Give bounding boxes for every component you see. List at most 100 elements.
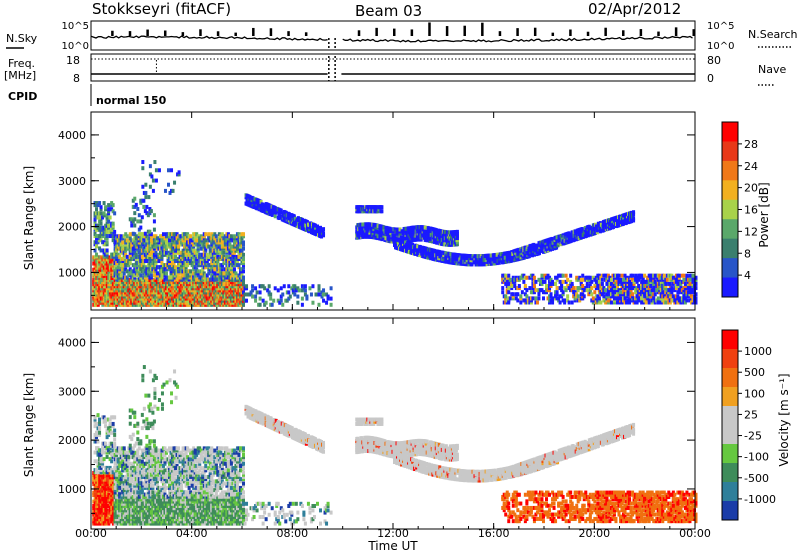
scatter-cell [240,242,244,247]
noise-tick-left-top: 10^5 [62,21,89,32]
scatter-cell [146,273,150,278]
scatter-cell [553,240,557,245]
scatter-cell [171,246,175,251]
scatter-cell [199,259,203,264]
scatter-cell [225,259,229,264]
scatter-cell [228,234,232,239]
scatter-cell [190,261,194,266]
scatter-cell [189,234,193,239]
scatter-cell [238,238,242,243]
scatter-cell [223,294,227,299]
scatter-cell [184,300,188,305]
scatter-cell [217,238,221,243]
scatter-cell [140,250,144,255]
scatter-cell [131,288,135,293]
scatter-cell [213,244,217,249]
scatter-cell [193,298,197,303]
scatter-cell [124,261,128,266]
scatter-cell [204,298,208,303]
scatter-cell [164,286,168,291]
scatter-cell [231,278,235,283]
scatter-cell [184,252,188,257]
scatter-cell [192,267,196,272]
scatter-cell [394,243,398,248]
scatter-cell [152,300,156,305]
scatter-cell [95,302,99,307]
scatter-cell [164,275,168,280]
scatter-cell [281,302,285,307]
scatter-cell [119,248,123,253]
scatter-cell [142,238,146,243]
scatter-cell [154,290,158,295]
scatter-cell [104,265,108,270]
scatter-cell [211,286,215,291]
scatter-cell [278,300,282,305]
scatter-cell [540,242,544,247]
scatter-cell [113,296,117,301]
scatter-cell [110,227,114,232]
scatter-cell [229,298,233,303]
scatter-cell [234,261,238,266]
scatter-cell [136,269,140,274]
scatter-cell [190,284,194,289]
scatter-cell [133,296,137,301]
scatter-cell [553,244,557,249]
noise-spike [146,29,149,36]
scatter-cell [125,234,129,239]
scatter-cell [225,273,229,278]
scatter-cell [226,271,230,276]
scatter-cell [525,247,529,252]
scatter-cell [157,296,161,301]
scatter-cell [225,298,229,303]
scatter-cell [198,298,202,303]
scatter-cell [192,248,196,253]
scatter-cell [133,280,137,285]
scatter-cell [367,226,371,231]
scatter-cell [231,256,235,261]
scatter-cell [166,232,170,237]
scatter-cell [177,302,181,307]
scatter-cell [477,262,481,267]
scatter-cell [213,265,217,270]
scatter-cell [193,286,197,291]
scatter-cell [568,233,572,238]
scatter-cell [322,227,326,232]
scatter-cell [207,277,211,282]
scatter-cell [219,282,223,287]
scatter-cell [543,279,547,284]
scatter-cell [160,278,164,283]
scatter-cell [205,300,209,305]
scatter-cell [237,263,241,268]
scatter-cell [180,296,184,301]
scatter-cell [105,250,109,255]
scatter-cell [110,275,114,280]
scatter-cell [235,286,239,291]
scatter-cell [160,286,164,291]
scatter-cell [142,300,146,305]
scatter-cell [167,182,171,187]
scatter-cell [219,238,223,243]
scatter-cell [172,296,176,301]
scatter-cell [232,261,236,266]
scatter-cell [108,278,112,283]
scatter-cell [201,284,205,289]
scatter-cell [151,254,155,259]
scatter-cell [240,298,244,303]
scatter-cell [118,292,122,297]
scatter-cell [192,232,196,237]
scatter-cell [207,244,211,249]
scatter-cell [127,284,131,289]
scatter-cell [133,240,137,245]
scatter-cell [118,242,122,247]
scatter-cell [180,269,184,274]
scatter-cell [101,294,105,299]
scatter-cell [204,292,208,297]
scatter-cell [222,290,226,295]
scatter-cell [189,269,193,274]
scatter-cell [210,278,214,283]
scatter-cell [225,302,229,307]
scatter-cell [157,300,161,305]
noise-tick-right-bottom: 10^0 [707,41,734,52]
scatter-cell [107,223,111,228]
scatter-cell [149,300,153,305]
